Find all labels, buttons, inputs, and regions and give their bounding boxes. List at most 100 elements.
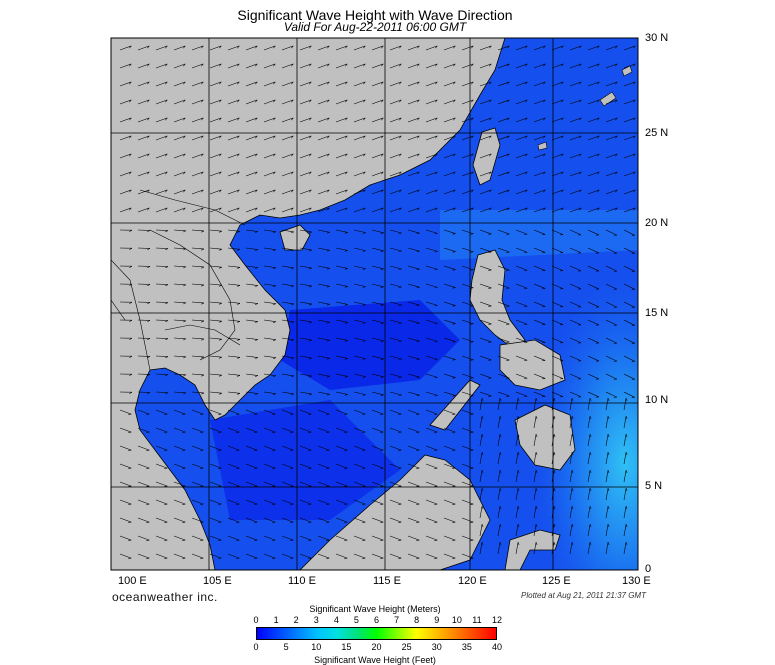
wave-arrow-head: [517, 542, 520, 546]
wave-arrow-head: [561, 153, 564, 157]
wave-arrow-head: [309, 135, 312, 139]
lat-label-15n: 15 N: [645, 307, 669, 319]
wave-arrow: [479, 171, 492, 177]
wave-arrow: [515, 63, 528, 69]
wave-arrow: [317, 517, 330, 523]
wave-arrow-head: [309, 63, 312, 67]
wave-arrow: [407, 373, 420, 378]
wave-arrow: [569, 434, 573, 447]
wave-arrow: [317, 135, 330, 141]
wave-arrow-head: [625, 524, 628, 528]
wave-arrow: [155, 45, 168, 51]
wave-arrow-head: [183, 320, 187, 323]
wave-arrow-head: [452, 251, 456, 253]
wave-arrow-head: [290, 357, 294, 360]
wave-arrow: [263, 553, 276, 559]
wave-arrow: [137, 553, 150, 559]
wave-arrow: [119, 171, 132, 177]
wave-arrow: [227, 373, 240, 376]
wave-arrow-head: [452, 287, 456, 289]
wave-arrow: [263, 229, 276, 233]
wave-arrow-head: [345, 207, 348, 211]
lon-label-130e: 130 E: [622, 575, 651, 587]
wave-arrow: [371, 189, 384, 195]
wave-arrow-head: [273, 153, 276, 157]
wave-arrow-head: [183, 63, 186, 67]
wave-arrow: [353, 301, 366, 305]
wave-arrow: [407, 207, 420, 213]
wave-arrow: [461, 463, 474, 469]
wave-arrow-head: [201, 117, 204, 121]
colorbar-title-meters: Significant Wave Height (Meters): [309, 604, 441, 614]
wave-arrow-head: [481, 470, 484, 474]
wave-arrow: [425, 301, 438, 306]
wave-arrow: [119, 481, 132, 487]
wave-arrow-head: [308, 375, 312, 378]
wave-arrow: [227, 153, 240, 159]
wave-arrow: [191, 373, 204, 376]
wave-arrow-head: [147, 117, 150, 121]
wave-arrow: [533, 391, 546, 397]
wave-arrow: [227, 427, 240, 433]
wave-arrow: [155, 355, 169, 357]
wave-arrow-head: [129, 319, 133, 322]
wave-arrow: [479, 434, 483, 447]
wave-arrow: [353, 319, 366, 323]
sea-strait-band: [440, 210, 638, 260]
brand-logo-text: oceanweather inc.: [112, 590, 218, 604]
wave-arrow: [173, 481, 186, 487]
wave-arrow-head: [535, 488, 538, 492]
wave-arrow: [227, 117, 240, 123]
wave-arrow-head: [219, 374, 223, 377]
wave-arrow: [425, 189, 438, 195]
wave-arrow-head: [380, 340, 384, 342]
wave-arrow-head: [507, 117, 510, 121]
wave-arrow: [281, 81, 294, 87]
wave-arrow-head: [219, 189, 222, 193]
wave-arrow-head: [535, 398, 538, 402]
wave-arrow: [479, 319, 492, 325]
wave-arrow: [173, 99, 186, 105]
wave-arrow-head: [499, 416, 502, 420]
wave-arrow: [389, 207, 402, 213]
wave-arrow: [515, 207, 528, 213]
wave-arrow-head: [362, 286, 366, 288]
wave-arrow-head: [237, 303, 241, 305]
wave-arrow: [209, 391, 222, 394]
wave-arrow: [533, 506, 537, 519]
wave-arrow-head: [290, 339, 294, 342]
wave-arrow: [407, 517, 420, 523]
wave-arrow-head: [129, 81, 132, 85]
wave-arrow: [551, 524, 555, 537]
wave-arrow-head: [201, 266, 205, 269]
wave-arrow-head: [571, 488, 574, 492]
wave-arrow: [173, 81, 186, 87]
wave-arrow-head: [219, 207, 222, 211]
wave-arrow: [533, 283, 546, 289]
wave-arrow-head: [399, 153, 402, 157]
wave-arrow: [425, 63, 438, 69]
wave-arrow: [533, 99, 546, 105]
wave-arrow-head: [571, 470, 574, 474]
wave-arrow-head: [147, 99, 150, 103]
wave-arrow-head: [201, 284, 205, 287]
wave-arrow-head: [488, 359, 492, 361]
wave-arrow: [227, 99, 240, 105]
wave-arrow-head: [327, 207, 330, 211]
wave-arrow-head: [597, 189, 600, 193]
wave-arrow-head: [471, 117, 474, 121]
wave-arrow: [551, 135, 564, 141]
wave-arrow-head: [237, 117, 240, 121]
wave-arrow-head: [380, 268, 384, 270]
wave-arrow: [371, 445, 384, 451]
wave-arrow: [497, 398, 501, 411]
wave-arrow-head: [183, 284, 187, 287]
wave-arrow: [173, 337, 186, 340]
wave-arrow: [353, 535, 366, 541]
wave-arrow-head: [543, 189, 546, 193]
wave-arrow: [443, 535, 456, 541]
wave-arrow-head: [272, 375, 276, 378]
wave-arrow-head: [543, 45, 546, 49]
wave-arrow-head: [255, 189, 258, 193]
wave-arrow-head: [488, 287, 492, 289]
